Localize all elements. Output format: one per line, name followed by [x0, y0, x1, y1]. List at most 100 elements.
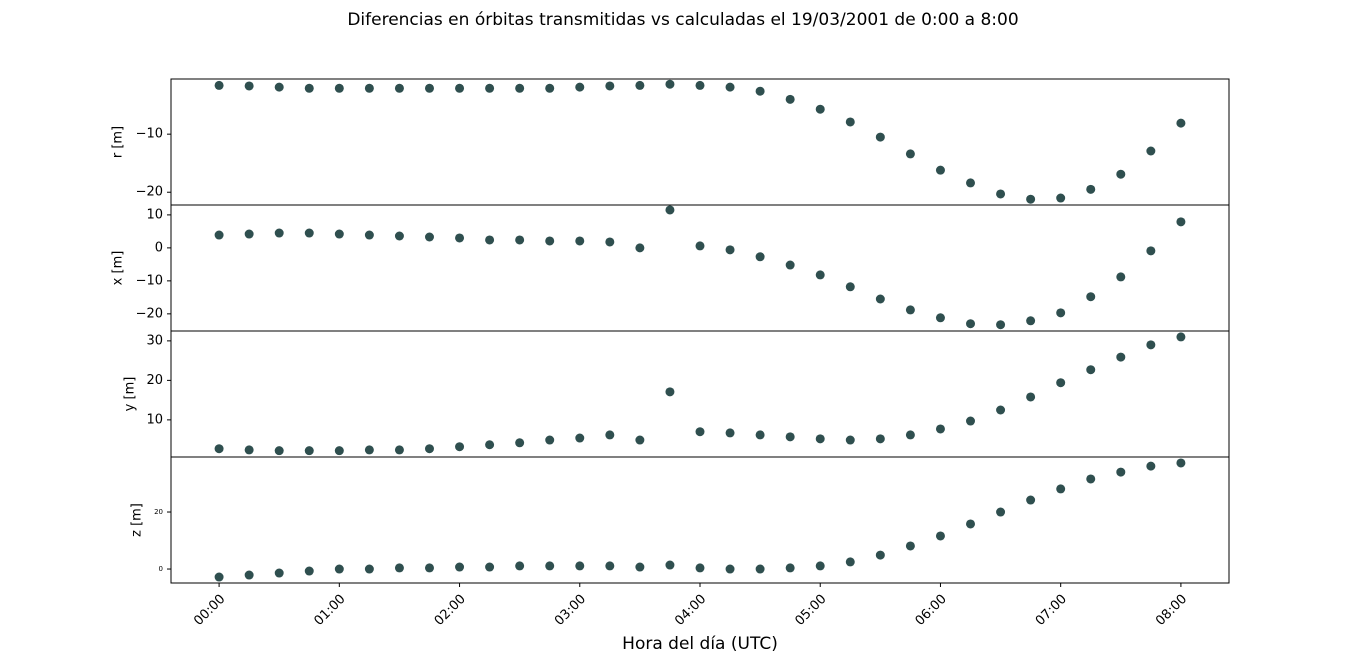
data-point	[695, 427, 705, 437]
data-point	[575, 433, 585, 443]
y-tick-label: 10	[146, 207, 163, 222]
data-point	[996, 507, 1006, 517]
data-point	[575, 236, 585, 246]
y-axis-label: y [m]	[123, 377, 138, 412]
data-point	[1116, 272, 1126, 282]
data-point	[214, 80, 224, 90]
data-point	[364, 564, 374, 574]
data-point	[996, 189, 1006, 199]
data-point	[515, 235, 525, 245]
data-point	[394, 563, 404, 573]
data-point	[935, 313, 945, 323]
data-point	[845, 117, 855, 127]
data-point	[304, 228, 314, 238]
data-point	[274, 446, 284, 456]
data-point	[575, 82, 585, 92]
data-point	[935, 165, 945, 175]
data-point	[635, 562, 645, 572]
data-point	[424, 83, 434, 93]
data-point	[755, 252, 765, 262]
data-point	[996, 405, 1006, 415]
data-point	[1176, 332, 1186, 342]
data-point	[875, 550, 885, 560]
data-point	[274, 568, 284, 578]
data-point	[1146, 146, 1156, 156]
data-point	[424, 563, 434, 573]
data-point	[214, 444, 224, 454]
data-point	[1086, 474, 1096, 484]
data-point	[485, 562, 495, 572]
y-axis-label: z [m]	[130, 503, 145, 537]
data-point	[905, 305, 915, 315]
data-point	[244, 81, 254, 91]
data-point	[755, 430, 765, 440]
data-point	[635, 80, 645, 90]
data-point	[875, 434, 885, 444]
data-point	[785, 94, 795, 104]
data-point	[304, 446, 314, 456]
data-point	[875, 294, 885, 304]
data-point	[1026, 194, 1036, 204]
data-point	[1176, 118, 1186, 128]
data-point	[966, 519, 976, 529]
data-point	[455, 83, 465, 93]
data-point	[815, 434, 825, 444]
x-axis-label: Hora del día (UTC)	[622, 634, 778, 654]
data-point	[485, 83, 495, 93]
data-point	[1026, 392, 1036, 402]
data-point	[485, 440, 495, 450]
data-point	[515, 83, 525, 93]
data-point	[424, 444, 434, 454]
data-point	[364, 230, 374, 240]
data-point	[695, 563, 705, 573]
data-point	[394, 83, 404, 93]
data-point	[1056, 308, 1066, 318]
data-point	[1056, 378, 1066, 388]
data-point	[274, 228, 284, 238]
data-point	[665, 205, 675, 215]
data-point	[244, 570, 254, 580]
data-point	[665, 387, 675, 397]
data-point	[695, 241, 705, 251]
data-point	[1056, 193, 1066, 203]
data-point	[725, 82, 735, 92]
data-point	[1116, 169, 1126, 179]
data-point	[1116, 467, 1126, 477]
data-point	[1086, 292, 1096, 302]
data-point	[996, 320, 1006, 330]
data-point	[935, 531, 945, 541]
data-point	[755, 564, 765, 574]
data-point	[1146, 340, 1156, 350]
data-point	[875, 132, 885, 142]
data-point	[545, 561, 555, 571]
y-tick-label: −10	[136, 127, 163, 142]
data-point	[935, 424, 945, 434]
data-point	[304, 83, 314, 93]
data-point	[455, 562, 465, 572]
data-point	[1116, 352, 1126, 362]
data-point	[1026, 495, 1036, 505]
data-point	[515, 561, 525, 571]
data-point	[905, 430, 915, 440]
data-point	[1176, 458, 1186, 468]
data-point	[665, 560, 675, 570]
data-point	[845, 282, 855, 292]
chart-title: Diferencias en órbitas transmitidas vs c…	[347, 10, 1018, 30]
data-point	[244, 445, 254, 455]
data-point	[214, 572, 224, 582]
data-point	[905, 541, 915, 551]
data-point	[394, 445, 404, 455]
data-point	[274, 82, 284, 92]
y-axis-label: r [m]	[111, 126, 126, 158]
data-point	[966, 416, 976, 426]
data-point	[304, 566, 314, 576]
data-point	[605, 561, 615, 571]
data-point	[364, 83, 374, 93]
data-point	[1086, 184, 1096, 194]
data-point	[725, 245, 735, 255]
data-point	[334, 83, 344, 93]
data-point	[905, 149, 915, 159]
data-point	[575, 561, 585, 571]
data-point	[364, 445, 374, 455]
